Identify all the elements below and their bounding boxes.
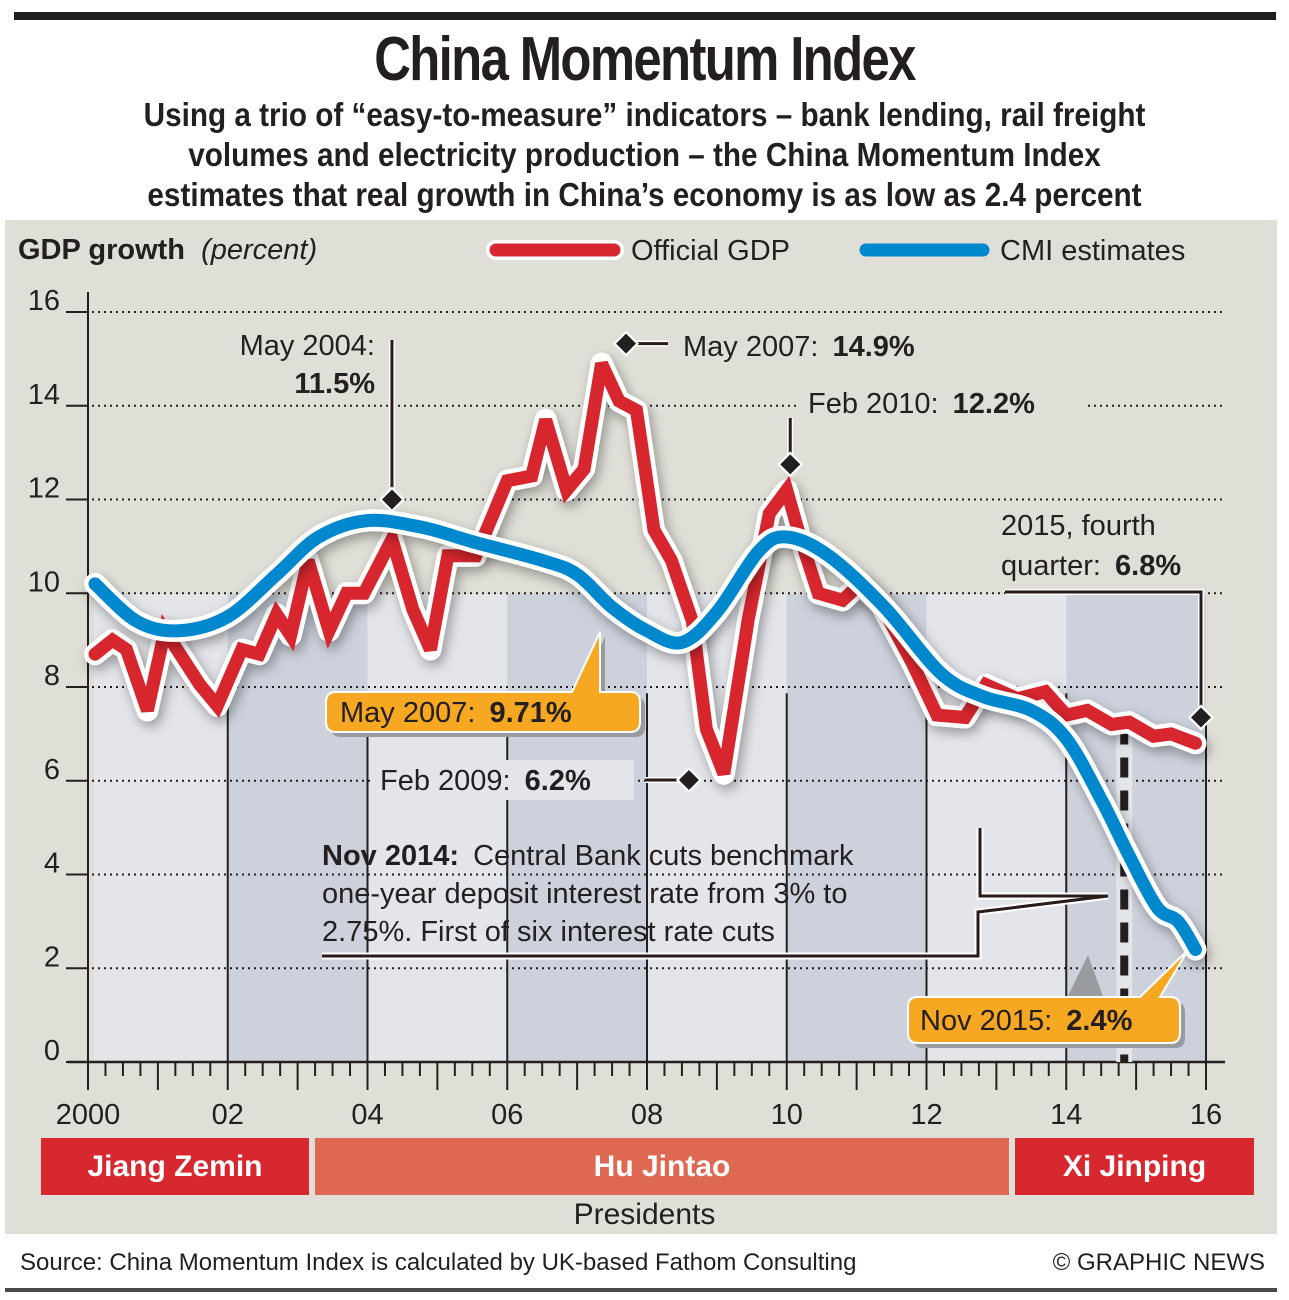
annotation-may2004-label: May 2004: xyxy=(240,330,375,362)
callout-cmi-may2007-box xyxy=(325,631,641,733)
annotation-may2007-text: May 2007: 14.9% xyxy=(683,331,915,363)
x-tick-label: 12 xyxy=(910,1099,942,1131)
y-tick-label: 10 xyxy=(28,566,60,598)
x-tick-label: 04 xyxy=(351,1099,383,1131)
annotation-nov2014-text1: Central Bank cuts benchmark xyxy=(473,840,854,872)
x-tick-label: 10 xyxy=(771,1099,803,1131)
callout-cmi-nov2015-text: Nov 2015: 2.4% xyxy=(920,1005,1133,1037)
callout-cmi-nov2015-label: Nov 2015: xyxy=(920,1005,1052,1037)
president-jiang-zemin: Jiang Zemin xyxy=(41,1138,309,1195)
legend-official-gdp-label: Official GDP xyxy=(631,235,790,267)
y-tick-label: 0 xyxy=(44,1035,60,1067)
leader-q4-2015 xyxy=(1005,590,1203,718)
annotation-feb2009-bg xyxy=(372,760,634,800)
callout-cmi-nov2015: Nov 2015: 2.4% xyxy=(907,949,1189,1048)
y-tick-label: 4 xyxy=(44,848,60,880)
chart-subtitle: Using a trio of “easy-to-measure” indica… xyxy=(64,95,1224,215)
x-tick-label: 16 xyxy=(1190,1099,1222,1131)
cmi-series xyxy=(83,509,1207,961)
callout-cmi-may2007-text: May 2007: 9.71% xyxy=(340,697,572,729)
x-tick-label: 02 xyxy=(212,1099,244,1131)
annotation-feb2009-text: Feb 2009: 6.2% xyxy=(380,765,591,797)
diamond-icon xyxy=(780,454,801,475)
series-line xyxy=(88,360,1203,777)
callout-cmi-may2007-label: May 2007: xyxy=(340,697,475,729)
president-xi-jinping-label: Xi Jinping xyxy=(1062,1149,1207,1183)
subtitle-line-2: volumes and electricity production – the… xyxy=(188,136,1101,173)
year-band xyxy=(507,594,647,1062)
year-band xyxy=(367,594,508,1062)
axes xyxy=(66,292,1225,1090)
year-band xyxy=(647,594,787,1062)
y-tick-label: 6 xyxy=(44,754,60,786)
diamond-icon xyxy=(1191,707,1211,728)
annotation-nov2014: Nov 2014: Central Bank cuts benchmark on… xyxy=(322,828,1109,960)
legend: Official GDP CMI estimates xyxy=(486,235,1185,267)
annotation-nov2014-leader xyxy=(322,828,1109,958)
x-tick-label: 14 xyxy=(1050,1099,1082,1131)
x-tick-label: 08 xyxy=(631,1099,663,1131)
annotation-may2004-value: 11.5% xyxy=(294,368,375,400)
callout-cmi-nov2015-value: 2.4% xyxy=(1066,1005,1132,1037)
y-axis-title-bold: GDP growth xyxy=(18,234,185,266)
year-band xyxy=(227,594,368,1062)
callout-cmi-may2007: May 2007: 9.71% xyxy=(325,631,645,737)
subtitle-line-1: Using a trio of “easy-to-measure” indica… xyxy=(143,96,1146,133)
x-tick-label: 06 xyxy=(491,1099,523,1131)
annotation-q4-2015-line2: quarter: 6.8% xyxy=(1001,550,1181,582)
annotation-q4-2015-value: 6.8% xyxy=(1115,550,1181,582)
annotation-feb2010-label: Feb 2010: xyxy=(808,388,939,420)
president-hu-jintao-label: Hu Jintao xyxy=(593,1149,731,1183)
annotation-nov2014-line2: one-year deposit interest rate from 3% t… xyxy=(322,878,847,910)
y-tick-label: 8 xyxy=(44,660,60,692)
annotation-q4-2015-label: quarter: xyxy=(1001,550,1101,582)
diamond-icon xyxy=(616,333,637,354)
y-axis-title-italic: (percent) xyxy=(201,234,317,266)
copyright-credit: © GRAPHIC NEWS xyxy=(1052,1249,1265,1276)
y-tick-label: 12 xyxy=(28,473,60,505)
chart-title: China Momentum Index xyxy=(374,25,916,94)
bottom-rule xyxy=(5,1288,1277,1292)
annotation-feb2010-value: 12.2% xyxy=(953,388,1035,420)
year-bands xyxy=(94,594,1207,1062)
y-axis-title: GDP growth (percent) xyxy=(18,234,317,266)
annotation-feb2010-bg xyxy=(796,385,1086,421)
y-tick-label: 2 xyxy=(44,941,60,973)
presidents-label: Presidents xyxy=(573,1198,716,1231)
callout-cmi-nov2015-box xyxy=(907,949,1189,1044)
x-tick-labels: 2000 02 04 06 08 10 12 14 16 xyxy=(56,1099,1222,1131)
y-tick-label: 16 xyxy=(28,285,60,317)
president-hu-jintao: Hu Jintao xyxy=(315,1138,1009,1195)
year-band xyxy=(786,594,927,1062)
top-rule xyxy=(14,12,1276,20)
series-line xyxy=(88,513,1203,956)
source-note: Source: China Momentum Index is calculat… xyxy=(20,1249,857,1276)
annotation-feb2009-value: 6.2% xyxy=(525,765,591,797)
y-tick-label: 14 xyxy=(28,379,60,411)
legend-cmi-label: CMI estimates xyxy=(1000,235,1185,267)
annotation-nov2014-line3: 2.75%. First of six interest rate cuts xyxy=(322,916,775,948)
annotation-feb2009-label: Feb 2009: xyxy=(380,765,511,797)
president-xi-jinping: Xi Jinping xyxy=(1015,1138,1254,1195)
subtitle-line-3: estimates that real growth in China’s ec… xyxy=(147,176,1142,213)
diamond-icon xyxy=(678,770,699,790)
annotation-q4-2015-line1: 2015, fourth xyxy=(1001,510,1156,542)
annotation-nov2014-line1: Nov 2014: Central Bank cuts benchmark xyxy=(322,840,854,872)
y-tick-labels: 0 2 4 6 8 10 12 14 16 xyxy=(28,285,60,1067)
president-jiang-zemin-label: Jiang Zemin xyxy=(87,1149,263,1183)
annotation-feb2010-text: Feb 2010: 12.2% xyxy=(808,388,1035,420)
annotation-may2007-value: 14.9% xyxy=(832,331,914,363)
callout-cmi-may2007-value: 9.71% xyxy=(489,697,571,729)
annotation-nov2014-date: Nov 2014: xyxy=(322,840,459,872)
x-tick-label: 2000 xyxy=(56,1099,121,1131)
annotations xyxy=(378,330,1214,793)
year-band xyxy=(926,594,1067,1062)
diamond-icon xyxy=(381,489,402,510)
annotation-may2007-label: May 2007: xyxy=(683,331,818,363)
